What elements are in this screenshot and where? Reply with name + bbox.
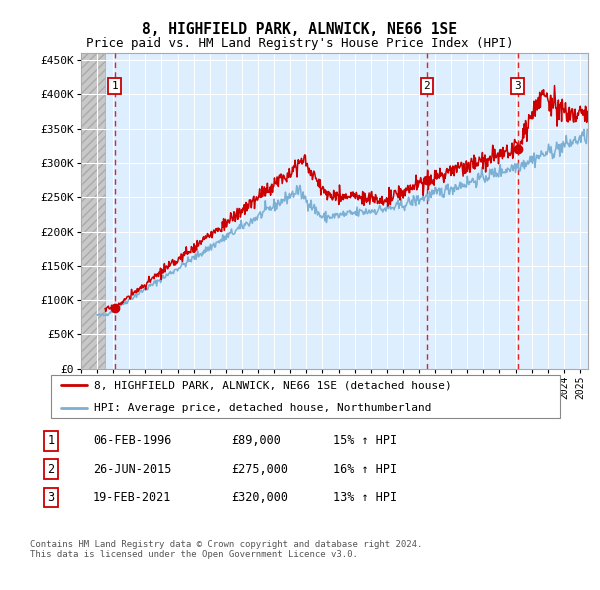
Bar [81,53,105,369]
Text: HPI: Average price, detached house, Northumberland: HPI: Average price, detached house, Nort… [94,402,432,412]
Text: 3: 3 [514,81,521,91]
Text: 1: 1 [111,81,118,91]
Text: £89,000: £89,000 [231,434,281,447]
Text: 8, HIGHFIELD PARK, ALNWICK, NE66 1SE: 8, HIGHFIELD PARK, ALNWICK, NE66 1SE [143,22,458,37]
Text: 3: 3 [47,491,55,504]
Text: 06-FEB-1996: 06-FEB-1996 [93,434,172,447]
Text: £320,000: £320,000 [231,491,288,504]
Text: 19-FEB-2021: 19-FEB-2021 [93,491,172,504]
Text: 26-JUN-2015: 26-JUN-2015 [93,463,172,476]
Text: 2: 2 [424,81,430,91]
Text: 13% ↑ HPI: 13% ↑ HPI [333,491,397,504]
Text: 15% ↑ HPI: 15% ↑ HPI [333,434,397,447]
Text: £275,000: £275,000 [231,463,288,476]
Text: Contains HM Land Registry data © Crown copyright and database right 2024.
This d: Contains HM Land Registry data © Crown c… [30,540,422,559]
Text: 8, HIGHFIELD PARK, ALNWICK, NE66 1SE (detached house): 8, HIGHFIELD PARK, ALNWICK, NE66 1SE (de… [94,381,452,391]
FancyBboxPatch shape [50,375,560,418]
Text: 2: 2 [47,463,55,476]
Text: Price paid vs. HM Land Registry's House Price Index (HPI): Price paid vs. HM Land Registry's House … [86,37,514,50]
Text: 16% ↑ HPI: 16% ↑ HPI [333,463,397,476]
Text: 1: 1 [47,434,55,447]
